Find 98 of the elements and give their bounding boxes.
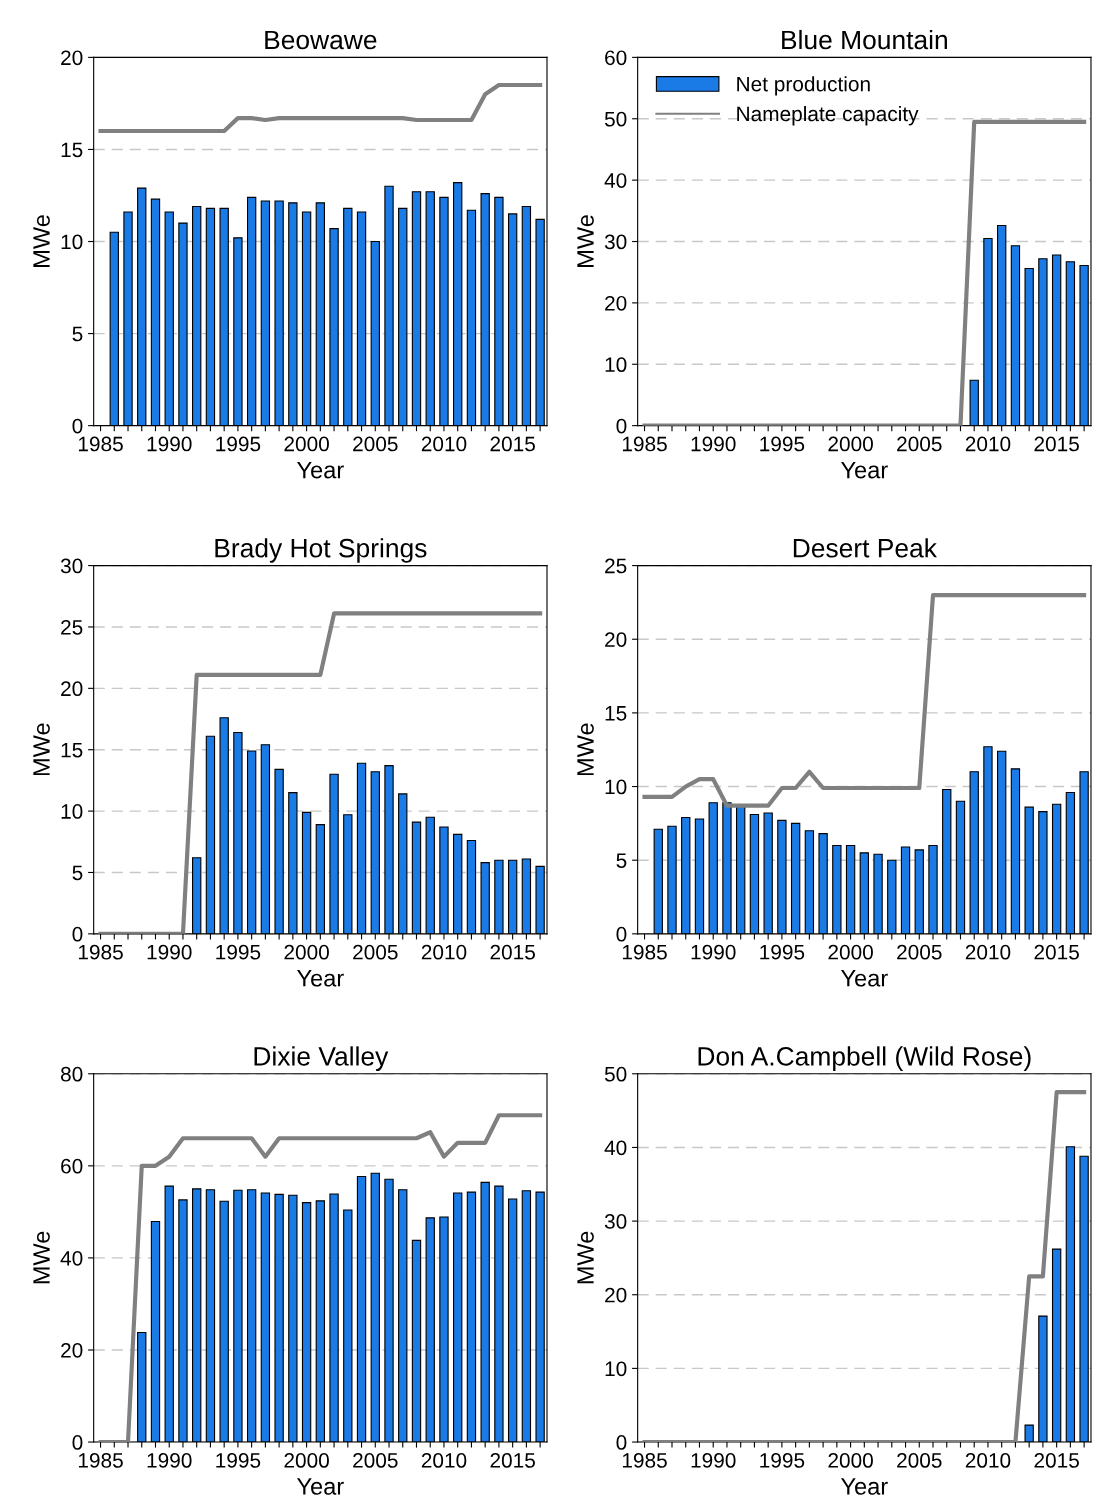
x-tick-label: 1990 bbox=[147, 1453, 192, 1468]
x-axis-title: Year bbox=[296, 1478, 344, 1495]
y-tick-label: 80 bbox=[60, 1066, 83, 1082]
x-tick-label: 1995 bbox=[216, 944, 261, 960]
y-tick-label: 0 bbox=[616, 418, 627, 434]
x-tick-label: 2000 bbox=[828, 436, 873, 452]
x-tick-label: 1995 bbox=[760, 944, 805, 960]
x-tick-label: 2010 bbox=[965, 944, 1011, 960]
x-tick-label: 1995 bbox=[760, 436, 805, 452]
x-tick-label: 1990 bbox=[691, 1453, 736, 1468]
y-tick-label: 10 bbox=[61, 234, 83, 250]
x-tick-label: 2015 bbox=[490, 436, 535, 452]
chart-title: Blue Mountain bbox=[782, 29, 947, 50]
x-tick-label: 1985 bbox=[622, 436, 667, 452]
y-tick-label: 25 bbox=[61, 619, 83, 635]
y-axis-title: MWe bbox=[33, 723, 50, 776]
y-tick-label: 20 bbox=[61, 681, 83, 697]
x-tick-label: 1995 bbox=[760, 1453, 805, 1468]
x-tick-label: 2000 bbox=[284, 944, 329, 960]
x-tick-label: 1985 bbox=[78, 1453, 123, 1468]
x-axis-title: Year bbox=[840, 970, 888, 987]
x-tick-label: 2005 bbox=[897, 944, 942, 960]
chart-title: Beowawe bbox=[265, 30, 377, 50]
y-tick-label: 15 bbox=[61, 742, 83, 758]
y-tick-label: 5 bbox=[72, 865, 83, 881]
x-tick-label: 1985 bbox=[78, 436, 123, 452]
x-tick-label: 1990 bbox=[691, 436, 736, 452]
y-tick-label: 0 bbox=[72, 1435, 83, 1450]
x-tick-label: 1985 bbox=[622, 1453, 667, 1468]
y-tick-label: 30 bbox=[604, 1214, 627, 1229]
x-tick-label: 2000 bbox=[828, 1453, 873, 1468]
y-tick-label: 25 bbox=[605, 558, 627, 574]
x-tick-label: 2015 bbox=[490, 1453, 535, 1468]
x-axis-title: Year bbox=[840, 461, 888, 479]
x-axis-title: Year bbox=[296, 970, 344, 987]
y-tick-label: 10 bbox=[61, 804, 83, 819]
y-tick-label: 30 bbox=[60, 558, 83, 574]
x-tick-label: 1985 bbox=[622, 944, 667, 960]
y-tick-label: 0 bbox=[616, 926, 627, 942]
y-tick-label: 15 bbox=[605, 706, 627, 721]
x-tick-label: 1995 bbox=[216, 436, 261, 452]
y-tick-label: 40 bbox=[604, 173, 627, 188]
x-tick-label: 2005 bbox=[897, 1453, 942, 1468]
x-tick-label: 2010 bbox=[965, 436, 1011, 452]
x-tick-label: 2010 bbox=[965, 1453, 1011, 1468]
chart-title: Desert Peak bbox=[793, 538, 937, 558]
y-tick-label: 20 bbox=[605, 295, 627, 311]
y-axis-title: MWe bbox=[577, 723, 594, 776]
y-tick-label: 30 bbox=[604, 234, 627, 250]
x-tick-label: 2015 bbox=[1034, 1453, 1079, 1468]
y-tick-label: 10 bbox=[605, 357, 627, 373]
y-tick-label: 60 bbox=[605, 50, 627, 66]
y-tick-label: 40 bbox=[604, 1140, 627, 1156]
y-tick-label: 15 bbox=[61, 142, 83, 158]
y-tick-label: 10 bbox=[605, 779, 627, 795]
x-axis-title: Year bbox=[296, 461, 344, 479]
y-tick-label: 0 bbox=[72, 926, 83, 942]
y-tick-label: 20 bbox=[605, 1287, 627, 1303]
y-tick-label: 40 bbox=[60, 1250, 83, 1266]
y-tick-label: 50 bbox=[604, 1066, 627, 1082]
y-axis-title: MWe bbox=[577, 215, 594, 267]
x-tick-label: 1990 bbox=[147, 436, 192, 452]
x-tick-label: 2015 bbox=[490, 944, 535, 960]
x-tick-label: 1995 bbox=[216, 1453, 261, 1468]
y-tick-label: 5 bbox=[616, 853, 627, 868]
x-tick-label: 1990 bbox=[691, 944, 736, 960]
x-tick-label: 2015 bbox=[1034, 944, 1079, 960]
y-tick-label: 0 bbox=[72, 418, 83, 434]
y-tick-label: 20 bbox=[61, 1342, 83, 1358]
x-tick-label: 2005 bbox=[353, 1453, 398, 1468]
y-tick-label: 0 bbox=[616, 1435, 627, 1450]
x-tick-label: 2005 bbox=[897, 436, 942, 452]
x-axis-title: Year bbox=[840, 1478, 888, 1495]
x-tick-label: 2005 bbox=[353, 944, 398, 960]
y-tick-label: 20 bbox=[605, 632, 627, 647]
y-tick-label: 50 bbox=[604, 111, 627, 127]
legend-label: Net production bbox=[737, 76, 870, 96]
y-tick-label: 5 bbox=[72, 326, 83, 342]
chart-title: Don A.Campbell (Wild Rose) bbox=[698, 1046, 1031, 1071]
x-tick-label: 2000 bbox=[828, 944, 873, 960]
y-axis-title: MWe bbox=[577, 1231, 594, 1284]
x-tick-label: 2010 bbox=[421, 1453, 467, 1468]
y-tick-label: 20 bbox=[61, 50, 83, 66]
x-tick-label: 2005 bbox=[353, 436, 398, 452]
legend-label: Nameplate capacity bbox=[737, 105, 919, 126]
y-tick-label: 60 bbox=[61, 1158, 83, 1174]
chart-title: Dixie Valley bbox=[254, 1046, 389, 1071]
x-tick-label: 2000 bbox=[284, 1453, 329, 1468]
x-tick-label: 1990 bbox=[147, 944, 192, 960]
x-tick-label: 2000 bbox=[284, 436, 329, 452]
x-tick-label: 2010 bbox=[421, 944, 467, 960]
chart-title: Brady Hot Springs bbox=[215, 538, 427, 563]
y-axis-title: MWe bbox=[33, 215, 50, 267]
y-tick-label: 10 bbox=[605, 1361, 627, 1377]
x-tick-label: 2015 bbox=[1034, 436, 1079, 452]
x-tick-label: 2010 bbox=[421, 436, 467, 452]
y-axis-title: MWe bbox=[33, 1231, 50, 1284]
x-tick-label: 1985 bbox=[78, 944, 123, 960]
